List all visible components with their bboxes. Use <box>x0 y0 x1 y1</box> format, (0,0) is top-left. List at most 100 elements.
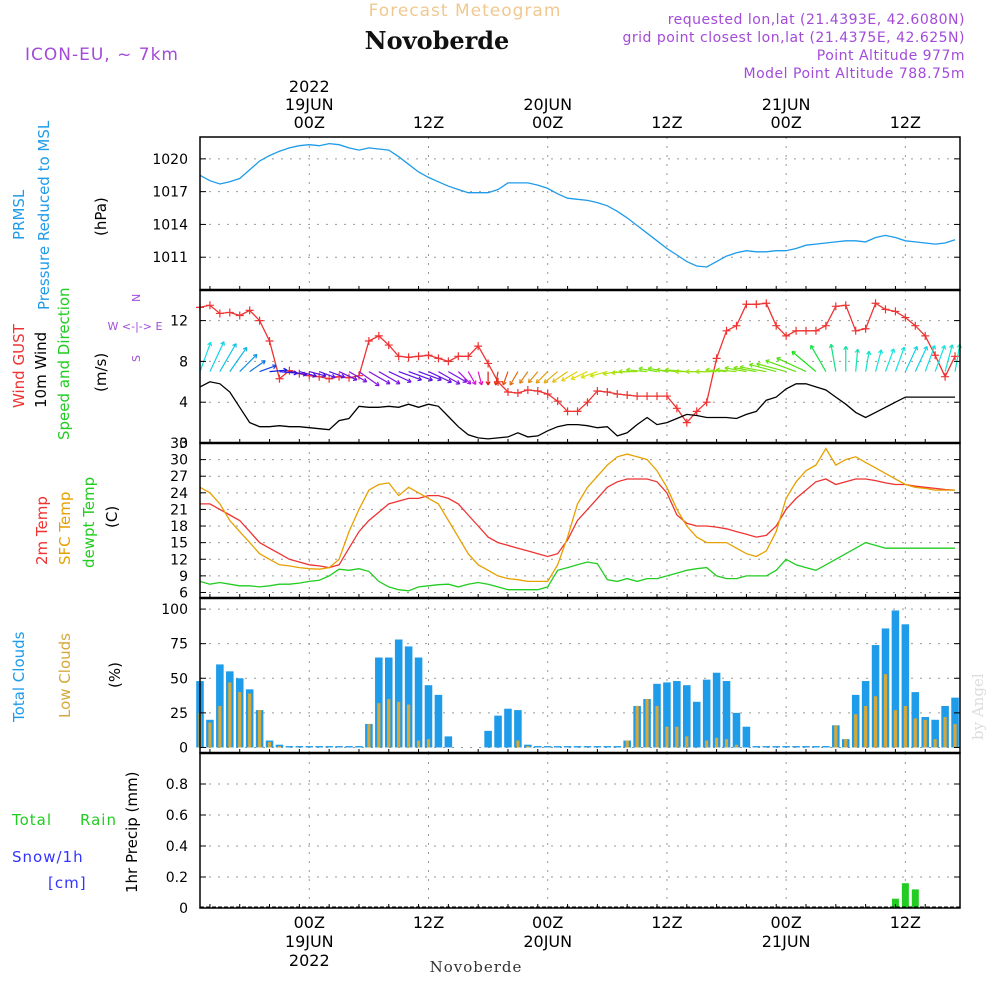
wind-gust-marker <box>672 404 681 413</box>
y-tick-label: 12 <box>170 552 188 568</box>
requested-coords: requested lon,lat (21.4393E, 42.6080N) <box>668 12 965 28</box>
total-cloud-bar <box>524 744 532 748</box>
wind-arrow <box>924 345 936 372</box>
wind-arrow <box>457 371 472 385</box>
y-tick-label: 30 <box>170 453 188 469</box>
wind-arrowhead <box>765 359 770 365</box>
label-sfc-temp: SFC Temp <box>56 492 74 565</box>
total-cloud-bar <box>275 744 284 748</box>
wind-arrowhead <box>739 364 744 371</box>
wind-arrowhead <box>941 345 947 350</box>
wind-arrow <box>378 371 401 385</box>
total-cloud-bar <box>891 610 900 748</box>
low-cloud-bar <box>407 704 411 748</box>
top-time-label: 12Z <box>651 113 682 132</box>
wind-gust-marker <box>762 299 771 308</box>
total-cloud-bar <box>812 746 820 748</box>
wind-gust-marker <box>593 386 602 395</box>
wind-arrow <box>535 371 549 384</box>
wind-arrowhead <box>220 341 225 346</box>
wind-arrow <box>388 371 412 383</box>
panel-frame <box>199 442 961 599</box>
low-cloud-bar <box>873 696 878 748</box>
wind-gust-marker <box>255 316 264 325</box>
point-altitude: Point Altitude 977m <box>817 48 965 64</box>
wind-arrow <box>408 371 433 381</box>
bottom-time-label: 00Z <box>294 913 325 932</box>
wind-gust-marker <box>205 301 214 310</box>
wind-arrowhead <box>931 345 937 350</box>
wind-arrow <box>894 346 905 372</box>
wind-arrowhead <box>695 369 700 375</box>
label-precip-mm: 1hr Precip (mm) <box>123 772 141 893</box>
wind-gust-marker <box>802 326 811 335</box>
total-cloud-bar <box>424 685 433 748</box>
total-cloud-bar <box>573 746 582 748</box>
bottom-time-label: 00Z <box>532 913 563 932</box>
low-cloud-bar <box>367 723 371 748</box>
wind-arrowhead <box>471 380 477 385</box>
wind-arrow <box>269 369 288 373</box>
low-cloud-bar <box>228 682 232 748</box>
wind-arrow <box>438 371 461 385</box>
wind-gust-marker <box>652 392 661 401</box>
top-time-label: 00Z <box>294 113 325 132</box>
wind-arrowhead <box>656 367 661 373</box>
wind-gust-marker <box>494 377 503 386</box>
total-cloud-bar <box>802 746 810 748</box>
wind-arrow <box>428 371 452 383</box>
wind-gust-marker <box>881 305 890 314</box>
low-cloud-bar <box>277 746 282 748</box>
wind-arrowhead <box>843 345 849 351</box>
y-tick-label: 75 <box>170 637 188 653</box>
total-cloud-bar <box>712 672 721 748</box>
total-cloud-bar <box>315 746 323 748</box>
low-cloud-bar <box>655 705 659 748</box>
total-cloud-bar <box>514 710 522 748</box>
wind-arrowhead <box>352 376 358 381</box>
total-cloud-bar <box>782 746 790 748</box>
y-tick-label: 1014 <box>152 217 188 233</box>
wind-arrow <box>716 369 737 373</box>
temp-sfc-line <box>199 447 955 583</box>
wind-arrow <box>884 348 895 372</box>
wind-gust-marker <box>533 386 542 395</box>
low-cloud-bar <box>883 674 888 748</box>
total-cloud-bar <box>583 746 592 748</box>
wind-gust-marker <box>742 300 751 309</box>
low-cloud-bar <box>397 701 401 748</box>
low-cloud-bar <box>416 740 421 748</box>
wind-gust-marker <box>325 374 334 383</box>
pressure-labels: PRMSL Pressure Reduced to MSL (hPa) <box>10 120 110 310</box>
label-2m-temp: 2m Temp <box>33 496 51 565</box>
label-snow: Snow/1h <box>12 848 84 866</box>
total-cloud-bar <box>792 746 800 748</box>
wind-arrowhead <box>272 364 277 370</box>
wind-labels: Wind GUST 10m Wind Speed and Direction (… <box>10 287 162 440</box>
total-cloud-bar <box>345 746 353 748</box>
wind-arrow <box>289 371 307 376</box>
low-cloud-bar <box>734 744 739 748</box>
wind-arrowhead <box>428 376 433 382</box>
wind-arrowhead <box>242 346 248 352</box>
wind-arrowhead <box>791 350 797 356</box>
grid-layer <box>200 137 960 909</box>
wind-gust-marker <box>503 388 512 396</box>
wind-gust-marker <box>444 357 453 366</box>
wind-arrowhead <box>674 369 680 375</box>
rain-bar <box>901 883 909 908</box>
wind-arrowhead <box>340 373 346 379</box>
low-cloud-bar <box>953 723 957 748</box>
wind-arrow <box>944 344 953 372</box>
y-tick-label: 0 <box>179 901 188 917</box>
low-cloud-bar <box>893 710 898 748</box>
wind-arrowhead <box>626 367 631 373</box>
wind-gust-marker <box>464 352 473 361</box>
low-cloud-bar <box>903 705 907 748</box>
wind-arrowhead <box>715 367 721 373</box>
wind-gust-marker <box>583 398 592 407</box>
wind-arrow <box>509 371 519 386</box>
total-cloud-bar <box>563 746 572 748</box>
wind-gust-marker <box>215 309 224 318</box>
top-date-label: 20JUN <box>523 95 572 114</box>
